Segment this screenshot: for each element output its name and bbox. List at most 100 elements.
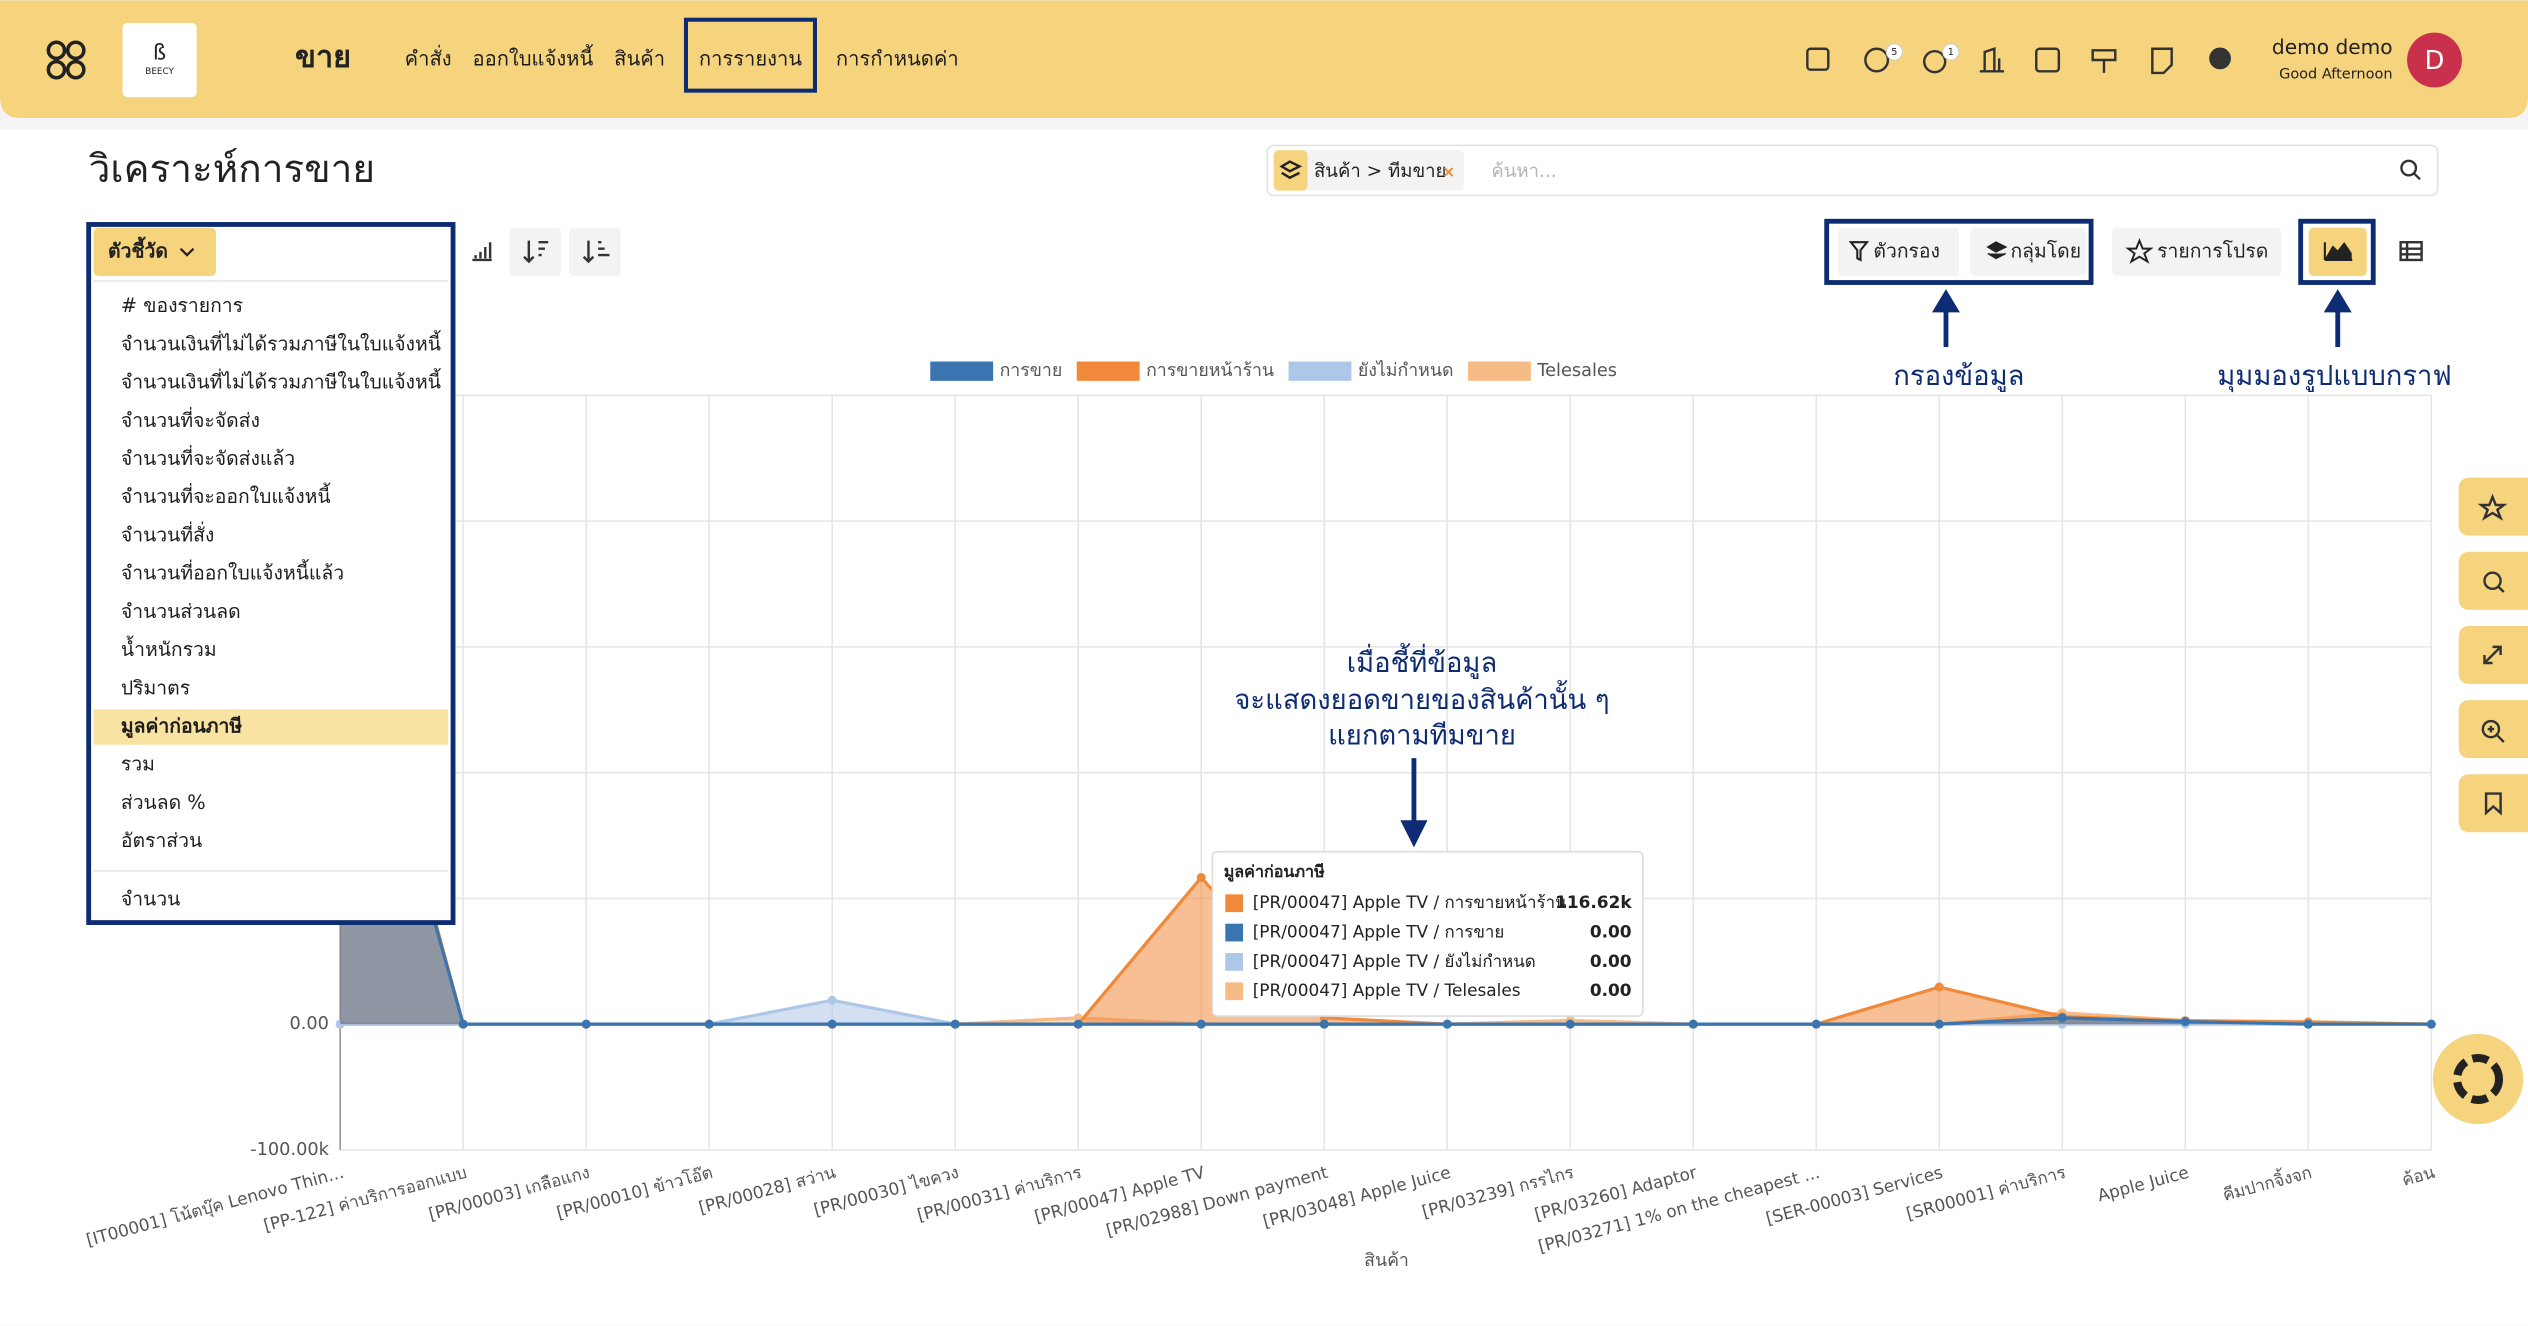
side-button[interactable] (2458, 551, 2528, 610)
badge (1885, 43, 1903, 61)
measure-item[interactable]: จำนวนที่ออกใบแจ้งหนี้แล้ว (121, 559, 344, 585)
measure-item[interactable]: ส่วนลด % (121, 791, 206, 814)
icon-paint[interactable] (2091, 49, 2117, 73)
measure-item[interactable]: # ของรายการ (121, 294, 243, 317)
measure-item[interactable]: จำนวนส่วนลด (121, 600, 241, 623)
measure-item[interactable]: จำนวนที่จะออกใบแจ้งหนี้ (121, 482, 331, 508)
point (2057, 1013, 2067, 1023)
measure-item[interactable]: รวม (121, 753, 155, 776)
tooltip-row-value: 0.00 (1590, 922, 1632, 942)
avatar[interactable] (2407, 32, 2462, 88)
tooltip-row-value: 116.62k (1555, 892, 1632, 912)
legend-swatch[interactable] (930, 361, 994, 381)
legend-swatch[interactable] (1076, 361, 1140, 381)
filter-icon (1848, 241, 1870, 262)
apps-icon[interactable] (46, 40, 86, 80)
group-by-button[interactable] (1970, 227, 2087, 277)
sort-desc-button[interactable] (509, 227, 562, 277)
point (1319, 1019, 1329, 1029)
y-tick-label: -100.00k (250, 1140, 329, 1160)
menu-item[interactable]: สินค้า (614, 47, 665, 71)
legend-label[interactable]: Telesales (1536, 361, 1617, 381)
menu-item[interactable]: การกำหนดค่า (836, 47, 959, 71)
measure-item[interactable]: จำนวนเงินที่ไม่ได้รวมภาษีในใบแจ้งหนี้ (121, 368, 441, 394)
measure-item[interactable]: น้ำหนักรวม (121, 635, 217, 661)
line (338, 583, 2432, 1026)
sort-asc-icon (582, 240, 610, 264)
facet-remove[interactable] (1443, 167, 1454, 177)
measure-item[interactable]: ปริมาตร (121, 676, 190, 699)
measure-item[interactable]: จำนวนที่จะจัดส่ง (121, 407, 260, 432)
measures-list: # ของรายการจำนวนเงินที่ไม่ได้รวมภาษีในใบ… (93, 294, 449, 852)
tooltip-box (1211, 850, 1644, 1017)
measure-item[interactable]: มูลค่าก่อนภาษี (121, 715, 242, 739)
favorites-button[interactable] (2112, 227, 2282, 277)
group-by-label: กลุ่มโดย (2010, 239, 2081, 263)
tooltip-row-label: [PR/00047] Apple TV / การขาย (1253, 922, 1505, 942)
menu-item[interactable]: ออกใบแจ้งหนี้ (473, 44, 594, 71)
page-title: วิเคราะห์การขาย (88, 147, 375, 192)
measure-item[interactable]: อัตราส่วน (121, 829, 202, 852)
logo-box[interactable] (122, 22, 197, 98)
measure-item[interactable]: จำนวนเงินที่ไม่ได้รวมภาษีในใบแจ้งหนี้ (121, 329, 441, 355)
annotation: มุมมองรูปแบบกราฟ (2217, 361, 2452, 393)
icon-tip[interactable] (2209, 47, 2231, 70)
point (2303, 1019, 2313, 1029)
measure-item[interactable]: จำนวน (121, 888, 180, 911)
annotation: กรองข้อมูล (1893, 361, 2024, 392)
icon-code[interactable] (2035, 47, 2061, 73)
point (581, 1019, 591, 1029)
side-button[interactable] (2458, 774, 2528, 833)
x-axis-label: สินค้า (1364, 1251, 1409, 1271)
main-menu: คำสั่ง ออกใบแจ้งหนี้ สินค้า การรายงาน การกำห… (405, 17, 959, 93)
user-name[interactable]: demo demo (2272, 35, 2393, 59)
filters-button[interactable] (1837, 227, 1959, 277)
view-highlight (2298, 218, 2376, 285)
measures-button-label: ตัวชี้วัด (108, 235, 168, 262)
legend-label[interactable]: การขาย (1000, 361, 1063, 381)
measures-button[interactable] (93, 227, 217, 277)
legend-label[interactable]: การขายหน้าร้าน (1146, 361, 1274, 381)
badge (1942, 43, 1960, 61)
point (1934, 1019, 1944, 1029)
icon-edit[interactable] (1806, 47, 1830, 71)
point (827, 1019, 837, 1029)
legend-swatch[interactable] (1288, 361, 1352, 381)
point (1688, 1019, 1698, 1029)
point (704, 1019, 714, 1029)
sort-desc-icon (523, 240, 549, 264)
icon-activity[interactable] (1923, 49, 1947, 74)
point (1565, 1019, 1575, 1029)
avatar-letter: D (2425, 46, 2445, 76)
search-placeholder: ค้นหา... (1491, 161, 1556, 182)
tooltip-row-value: 0.00 (1590, 951, 1632, 971)
order-icon[interactable] (472, 242, 492, 262)
search-box[interactable] (1266, 144, 2439, 197)
point (458, 1019, 468, 1029)
measure-item[interactable]: จำนวนที่สั่ง (121, 521, 214, 546)
icon-chat[interactable] (1864, 47, 1890, 73)
search-facet[interactable] (1273, 150, 1464, 191)
search-icon[interactable] (2400, 159, 2421, 181)
menu-item[interactable]: คำสั่ง (405, 45, 452, 71)
sort-asc-button[interactable] (569, 227, 621, 277)
legend-label[interactable]: ยังไม่กำหนด (1358, 360, 1454, 381)
help-button[interactable] (2432, 1033, 2524, 1125)
legend-swatch[interactable] (1467, 361, 1531, 381)
tooltip-row-label: [PR/00047] Apple TV / Telesales (1253, 980, 1521, 1000)
measure-item[interactable]: จำนวนที่จะจัดส่งแล้ว (121, 445, 295, 470)
active-menu-highlight (683, 17, 817, 93)
star-icon (2125, 237, 2154, 264)
top-bar (0, 0, 2528, 119)
point (2426, 1019, 2436, 1029)
icon-company[interactable] (1979, 47, 2005, 73)
side-button[interactable] (2458, 477, 2528, 536)
annotation-arrow (1400, 758, 1428, 848)
pivot-view-button[interactable] (2399, 240, 2423, 262)
menu-item[interactable]: การรายงาน (699, 47, 802, 71)
icon-note[interactable] (2151, 47, 2173, 75)
tooltip-swatch (1225, 982, 1244, 1001)
measures-dropdown (86, 222, 456, 925)
logo-mark: ß (153, 41, 166, 65)
